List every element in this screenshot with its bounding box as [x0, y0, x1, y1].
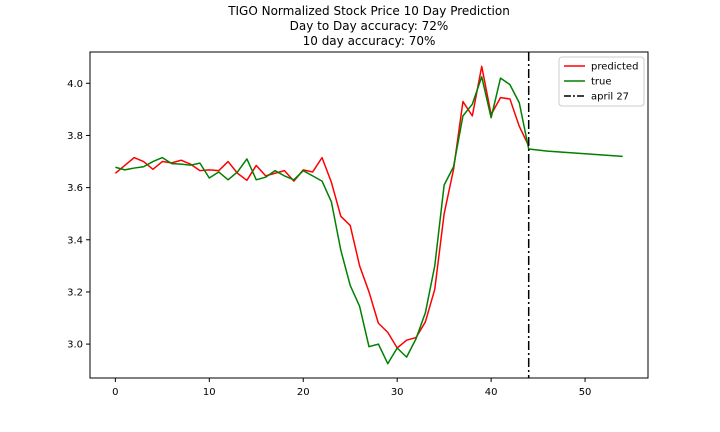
x-tick-label: 20: [297, 387, 310, 398]
y-tick-label: 3.4: [67, 235, 83, 246]
x-tick-label: 10: [203, 387, 216, 398]
y-tick-label: 3.6: [67, 183, 83, 194]
y-tick-label: 3.8: [67, 131, 83, 142]
y-tick-label: 4.0: [67, 79, 83, 90]
axes-frame: [89, 51, 649, 379]
chart-subtitle-day-accuracy: Day to Day accuracy: 72%: [289, 19, 449, 33]
legend-label-april-27: april 27: [591, 92, 629, 103]
legend: predicted true april 27: [558, 56, 645, 107]
y-tick-label: 3.0: [67, 340, 83, 351]
series-line-predicted: [114, 65, 530, 349]
y-tick-label: 3.2: [67, 287, 83, 298]
legend-box: [558, 56, 645, 107]
legend-label-predicted: predicted: [591, 62, 638, 73]
legend-label-true: true: [591, 77, 612, 88]
x-tick-label: 50: [579, 387, 592, 398]
x-tick-label: 30: [391, 387, 404, 398]
series-line-true: [115, 76, 623, 365]
x-tick-label: 0: [112, 387, 118, 398]
x-tick-label: 40: [485, 387, 498, 398]
chart-title: TIGO Normalized Stock Price 10 Day Predi…: [228, 4, 510, 18]
chart-subtitle-10day-accuracy: 10 day accuracy: 70%: [302, 34, 436, 48]
